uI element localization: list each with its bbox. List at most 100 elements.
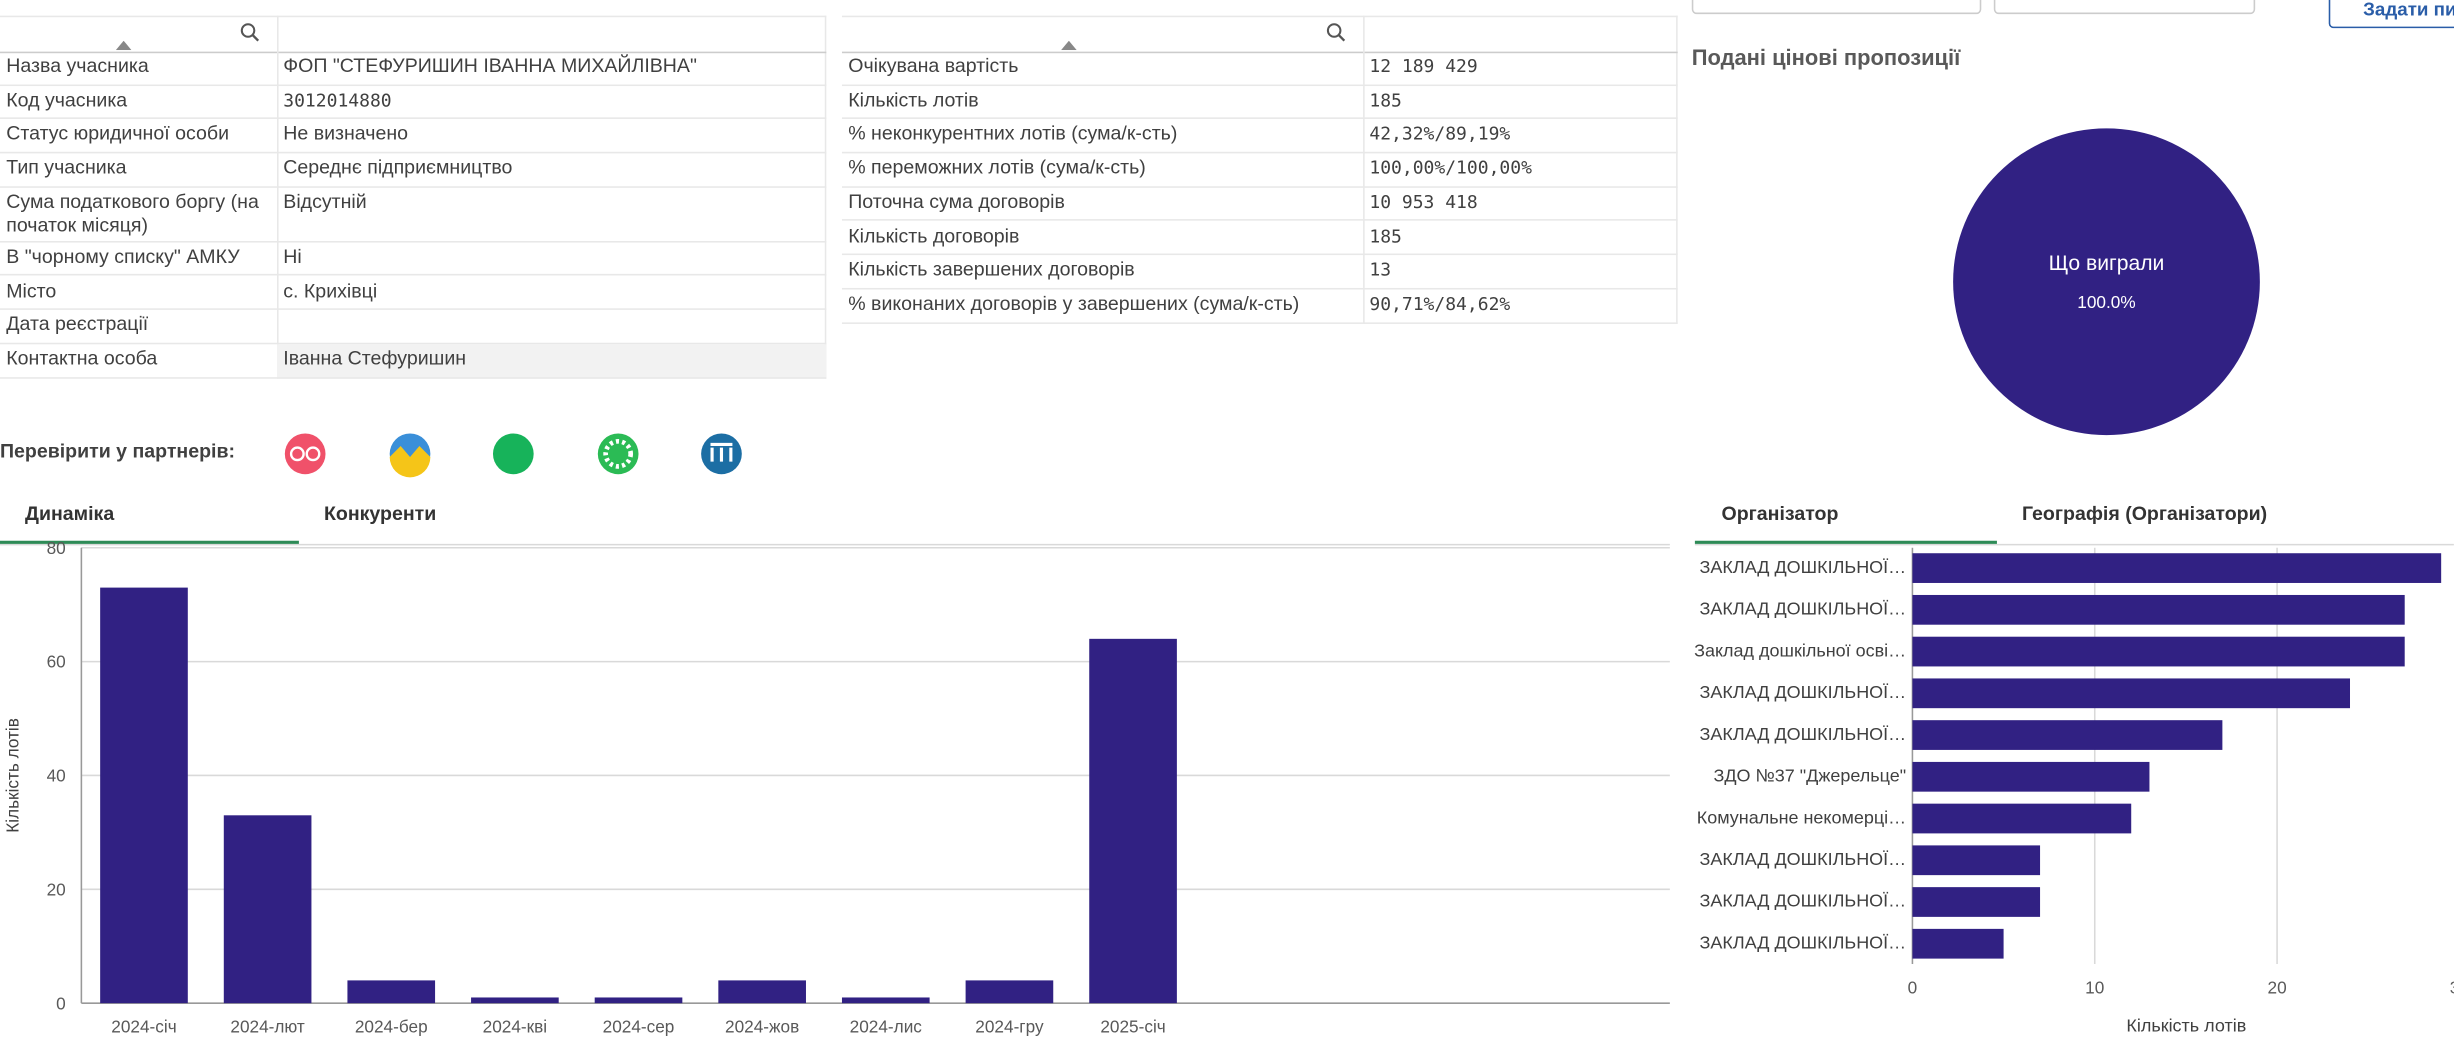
row-label: % переможних лотів (сума/к-сть) [841,154,1364,188]
x-tick-label: 2024-січ [111,1017,176,1037]
x-tick-label: 2024-лис [850,1017,923,1037]
x-tick-label: 2024-бер [355,1017,428,1037]
sort-arrow[interactable] [116,40,132,51]
row-label: Місто [0,276,278,311]
y-tick-label: ЗДО №37 "Джерельце" [1713,766,1906,786]
partners-label: Перевірити у партнерів: [0,440,235,462]
row-value: 10 953 418 [1363,187,1678,222]
y-tick-label: 60 [47,652,66,672]
x-tick-label: 2024-лют [230,1017,305,1037]
row-value: Відсутній [277,187,827,243]
bar [1912,928,2004,959]
search-icon[interactable] [239,22,261,44]
partner-icons [284,433,742,478]
y-tick-label: Комунальне некомерці… [1697,807,1906,827]
x-tick-label: 30 [2450,978,2454,998]
pie-slice [1953,128,2260,436]
x-tick-label: 2025-січ [1100,1017,1165,1037]
bar [718,980,806,1004]
table-header [0,15,827,54]
y-tick-label: ЗАКЛАД ДОШКІЛЬНОЇ… [1700,849,1907,869]
y-tick-label: ЗАКЛАД ДОШКІЛЬНОЇ… [1700,557,1907,577]
button[interactable] [1993,0,2256,15]
y-tick-label: ЗАКЛАД ДОШКІЛЬНОЇ… [1700,891,1907,911]
row-label: Кількість завершених договорів [841,255,1364,290]
tab[interactable]: Динаміка [25,503,114,525]
row-value: 185 [1363,86,1678,120]
x-tick-label: 10 [2085,978,2104,998]
tab[interactable]: Організатор [1722,503,1839,525]
row-label: % неконкурентних лотів (сума/к-сть) [841,120,1364,154]
partner-icon[interactable] [597,433,639,475]
y-tick-label: 80 [47,538,66,558]
bar [1912,678,2351,709]
row-value: 12 189 429 [1363,52,1678,86]
row-label: В "чорному списку" АМКУ [0,242,278,277]
bar [223,815,312,1004]
tab[interactable]: Географія (Організатори) [2022,503,2267,525]
partner-icon[interactable] [284,433,326,475]
y-tick-label: Заклад дошкільної осві… [1694,640,1906,660]
row-value: Ні [277,242,827,277]
row-value [277,310,827,345]
column-divider [277,15,279,379]
y-tick-label: 20 [47,879,66,899]
row-value: Середнє підприємництво [277,154,827,188]
x-tick-label: 2024-сер [603,1017,675,1037]
row-label: Дата реєстрації [0,310,278,345]
y-tick-label: 40 [47,766,66,786]
slice-label: Що виграли [2049,252,2165,275]
bar [347,980,436,1004]
bar [594,997,683,1004]
partner-icon[interactable] [492,433,534,475]
bar [1912,887,2041,917]
row-value: 100,00%/100,00% [1363,154,1678,188]
bar [1912,845,2041,876]
row-value: ФОП "СТЕФУРИШИН ІВАННА МИХАЙЛІВНА" [277,52,827,86]
row-label: Сума податкового боргу (на початок місяц… [0,187,278,243]
table-header [841,15,1678,54]
y-tick-label: 0 [56,993,66,1013]
y-tick-label: ЗАКЛАД ДОШКІЛЬНОЇ… [1700,682,1907,702]
x-tick-label: 2024-жов [725,1017,799,1037]
bar [1912,553,2442,583]
button[interactable] [1691,0,1982,15]
row-label: Назва учасника [0,52,278,86]
bar [100,587,188,1004]
sort-arrow[interactable] [1060,40,1077,51]
y-tick-label: ЗАКЛАД ДОШКІЛЬНОЇ… [1700,599,1907,619]
ask-button[interactable]: Задати питання [2328,0,2454,29]
row-value: Іванна Стефуришин [277,344,827,379]
bar [1912,761,2150,792]
row-label: % виконаних договорів у завершених (сума… [841,289,1364,324]
tab[interactable]: Конкуренти [324,503,436,525]
row-label: Статус юридичної особи [0,120,278,154]
row-value: 42,32%/89,19% [1363,120,1678,154]
bar [1912,594,2405,625]
row-value: с. Крихівці [277,276,827,311]
slice-value: 100.0% [2077,292,2135,312]
bar [1912,636,2405,667]
row-value: 3012014880 [277,86,827,120]
x-tick-label: 20 [2268,978,2287,998]
y-axis-title: Кількість лотів [3,718,23,833]
pie-title: Подані цінові пропозиції [1692,45,1961,70]
row-label: Тип учасника [0,154,278,188]
y-tick-label: ЗАКЛАД ДОШКІЛЬНОЇ… [1700,724,1907,744]
participant-table: Назва учасника ФОП "СТЕФУРИШИН ІВАННА МИХ… [0,15,827,379]
stats-table: Очікувана вартість 12 189 429 Кількість ло… [841,15,1678,324]
tabs: Динаміка Конкуренти Організатор Географі… [0,503,2454,546]
bar [1912,803,2132,834]
row-value: 90,71%/84,62% [1363,289,1678,324]
row-label: Кількість договорів [841,221,1364,256]
bar [1912,720,2223,750]
row-label: Код учасника [0,86,278,120]
column-divider [1363,15,1365,324]
row-label: Контактна особа [0,344,278,379]
row-label: Поточна сума договорів [841,187,1364,222]
search-icon[interactable] [1326,22,1348,44]
x-tick-label: 2024-кві [483,1017,547,1037]
